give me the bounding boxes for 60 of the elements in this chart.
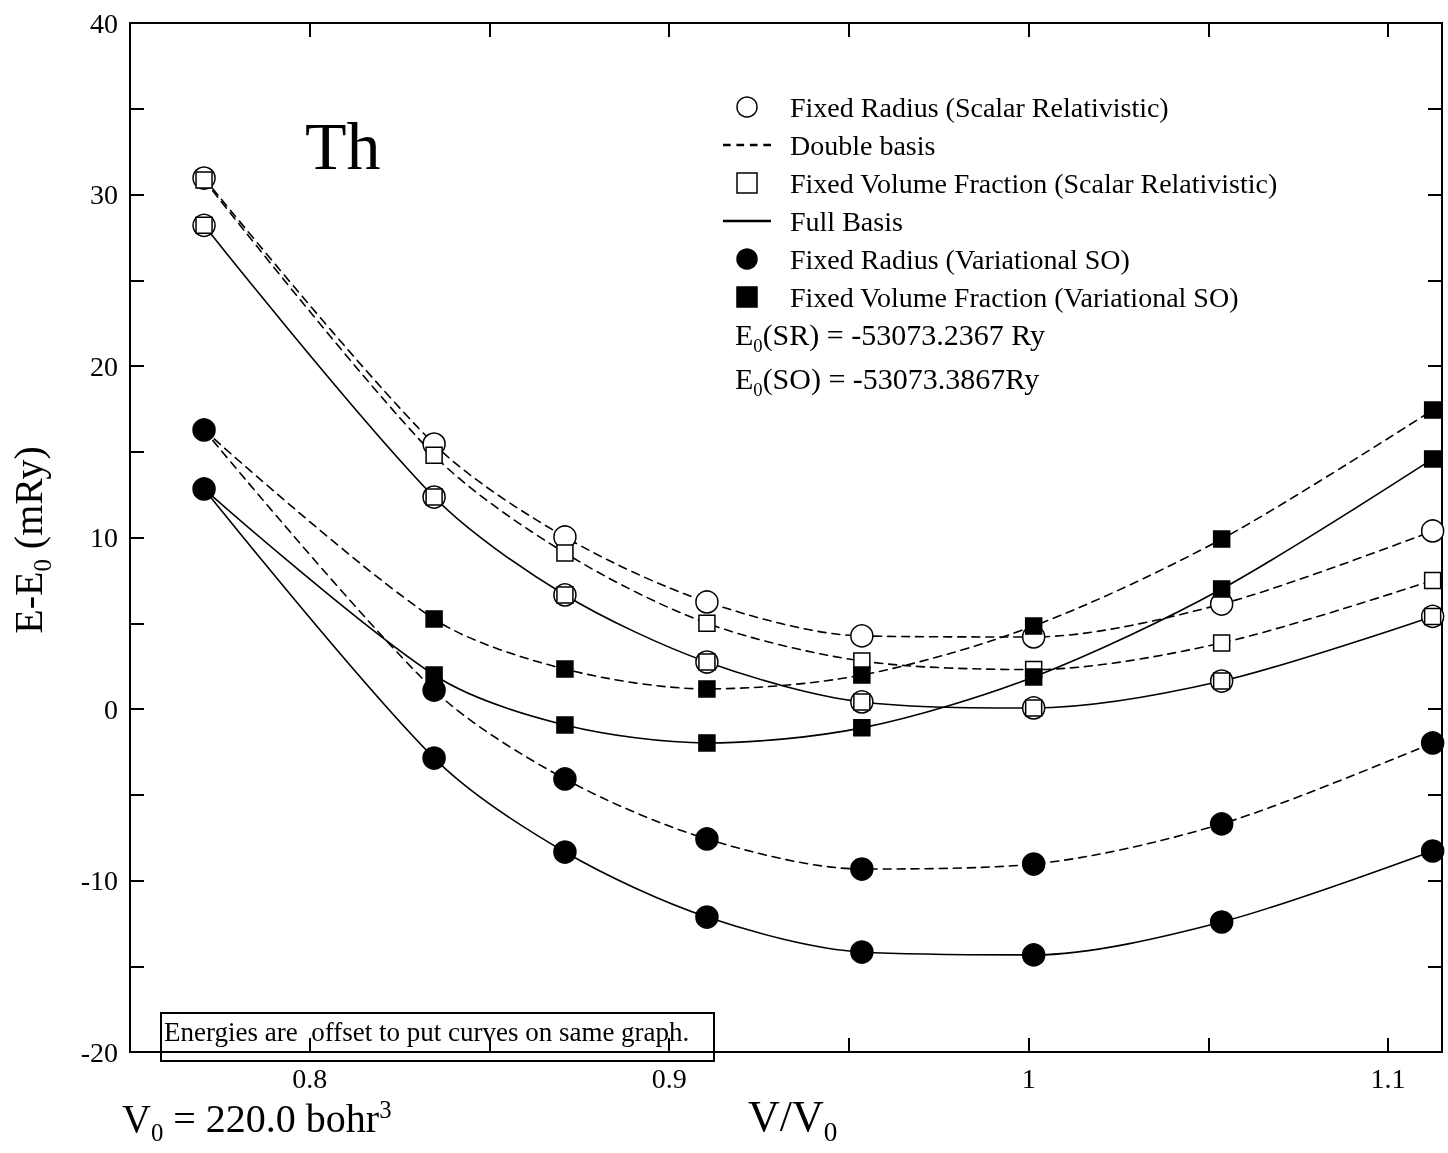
point <box>556 660 574 678</box>
x-tick-label: 1.1 <box>1370 1062 1406 1094</box>
point <box>556 544 574 562</box>
point <box>698 734 716 752</box>
y-tick-label: -10 <box>80 865 118 896</box>
point <box>556 716 574 734</box>
point <box>425 446 443 464</box>
annotation: Th <box>305 108 381 184</box>
point <box>1420 731 1445 755</box>
point <box>853 666 871 684</box>
y-tick-label: 10 <box>90 522 118 553</box>
point <box>1209 910 1234 934</box>
x-tick-label: 0.9 <box>651 1062 687 1094</box>
point <box>698 680 716 698</box>
annotation: E$_{0}$(SO) = -53073.3867Ry <box>735 362 1040 400</box>
point <box>1423 401 1442 419</box>
legend-label: Double basis <box>790 129 936 161</box>
legend-label: Fixed Radius (Variational SO) <box>790 243 1130 275</box>
point <box>192 477 216 501</box>
point <box>850 624 874 648</box>
annotation: E$_{0}$(SR) = -53073.2367 Ry <box>735 318 1046 356</box>
point <box>695 827 719 851</box>
text: V$_{0}$ = 220.0 bohr$^{3}$ <box>122 1096 392 1147</box>
point <box>695 905 719 929</box>
x-tick-label: 1 <box>1021 1062 1036 1094</box>
legend-label: Fixed Volume Fraction (Scalar Relativistic) <box>790 167 1278 199</box>
legend-label: Fixed Radius (Scalar Relativistic) <box>790 91 1169 123</box>
y-tick-label: -20 <box>80 1036 118 1068</box>
annotation: Energies are offset to put curves on same graph. <box>160 1012 716 1062</box>
point <box>1021 943 1046 967</box>
point <box>850 857 874 881</box>
y-tick-label: 0 <box>104 693 118 725</box>
point <box>695 590 719 614</box>
point <box>553 767 577 791</box>
point <box>1420 839 1445 863</box>
point <box>1423 450 1442 468</box>
y-tick-label: 20 <box>90 350 118 382</box>
point <box>1423 571 1442 590</box>
point <box>192 418 216 442</box>
legend-label: Fixed Volume Fraction (Variational SO) <box>790 281 1239 313</box>
y-tick-label: 40 <box>90 7 118 39</box>
point <box>1021 852 1046 876</box>
point <box>1209 812 1234 836</box>
point <box>1212 580 1231 598</box>
legend-label: Full Basis <box>790 205 903 237</box>
x-axis-title: V/V$_{0}$ <box>748 1092 838 1147</box>
x-tick-label: 0.8 <box>292 1062 328 1094</box>
point <box>853 719 871 737</box>
point <box>1024 617 1043 635</box>
point <box>1212 530 1231 548</box>
point <box>425 610 443 628</box>
point <box>422 746 446 770</box>
point <box>1420 519 1445 543</box>
point <box>850 940 874 964</box>
point <box>1024 668 1043 686</box>
point <box>698 614 716 632</box>
point <box>1212 634 1231 652</box>
point <box>553 840 577 864</box>
y-tick-label: 30 <box>90 179 118 210</box>
point <box>425 666 443 684</box>
